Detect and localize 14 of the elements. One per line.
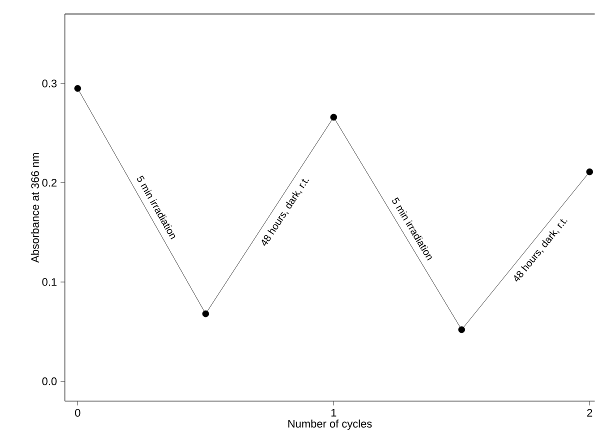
y-axis-title: Absorbance at 366 nm <box>30 153 39 263</box>
point <box>330 114 338 121</box>
point <box>202 310 210 318</box>
y-tick-label: 0.1 <box>42 278 57 286</box>
y-tick-label: 0.2 <box>42 178 57 187</box>
x-tick-label: 2 <box>587 408 592 417</box>
y-tick-label: 0.3 <box>42 80 57 88</box>
point <box>74 85 82 92</box>
x-tick-label: 0 <box>75 408 80 417</box>
x-axis-title: Number of cycles <box>288 420 372 430</box>
point <box>458 326 466 334</box>
y-tick-label: 0.0 <box>42 377 57 386</box>
point <box>586 168 594 176</box>
x-tick-label: 1 <box>331 408 336 416</box>
